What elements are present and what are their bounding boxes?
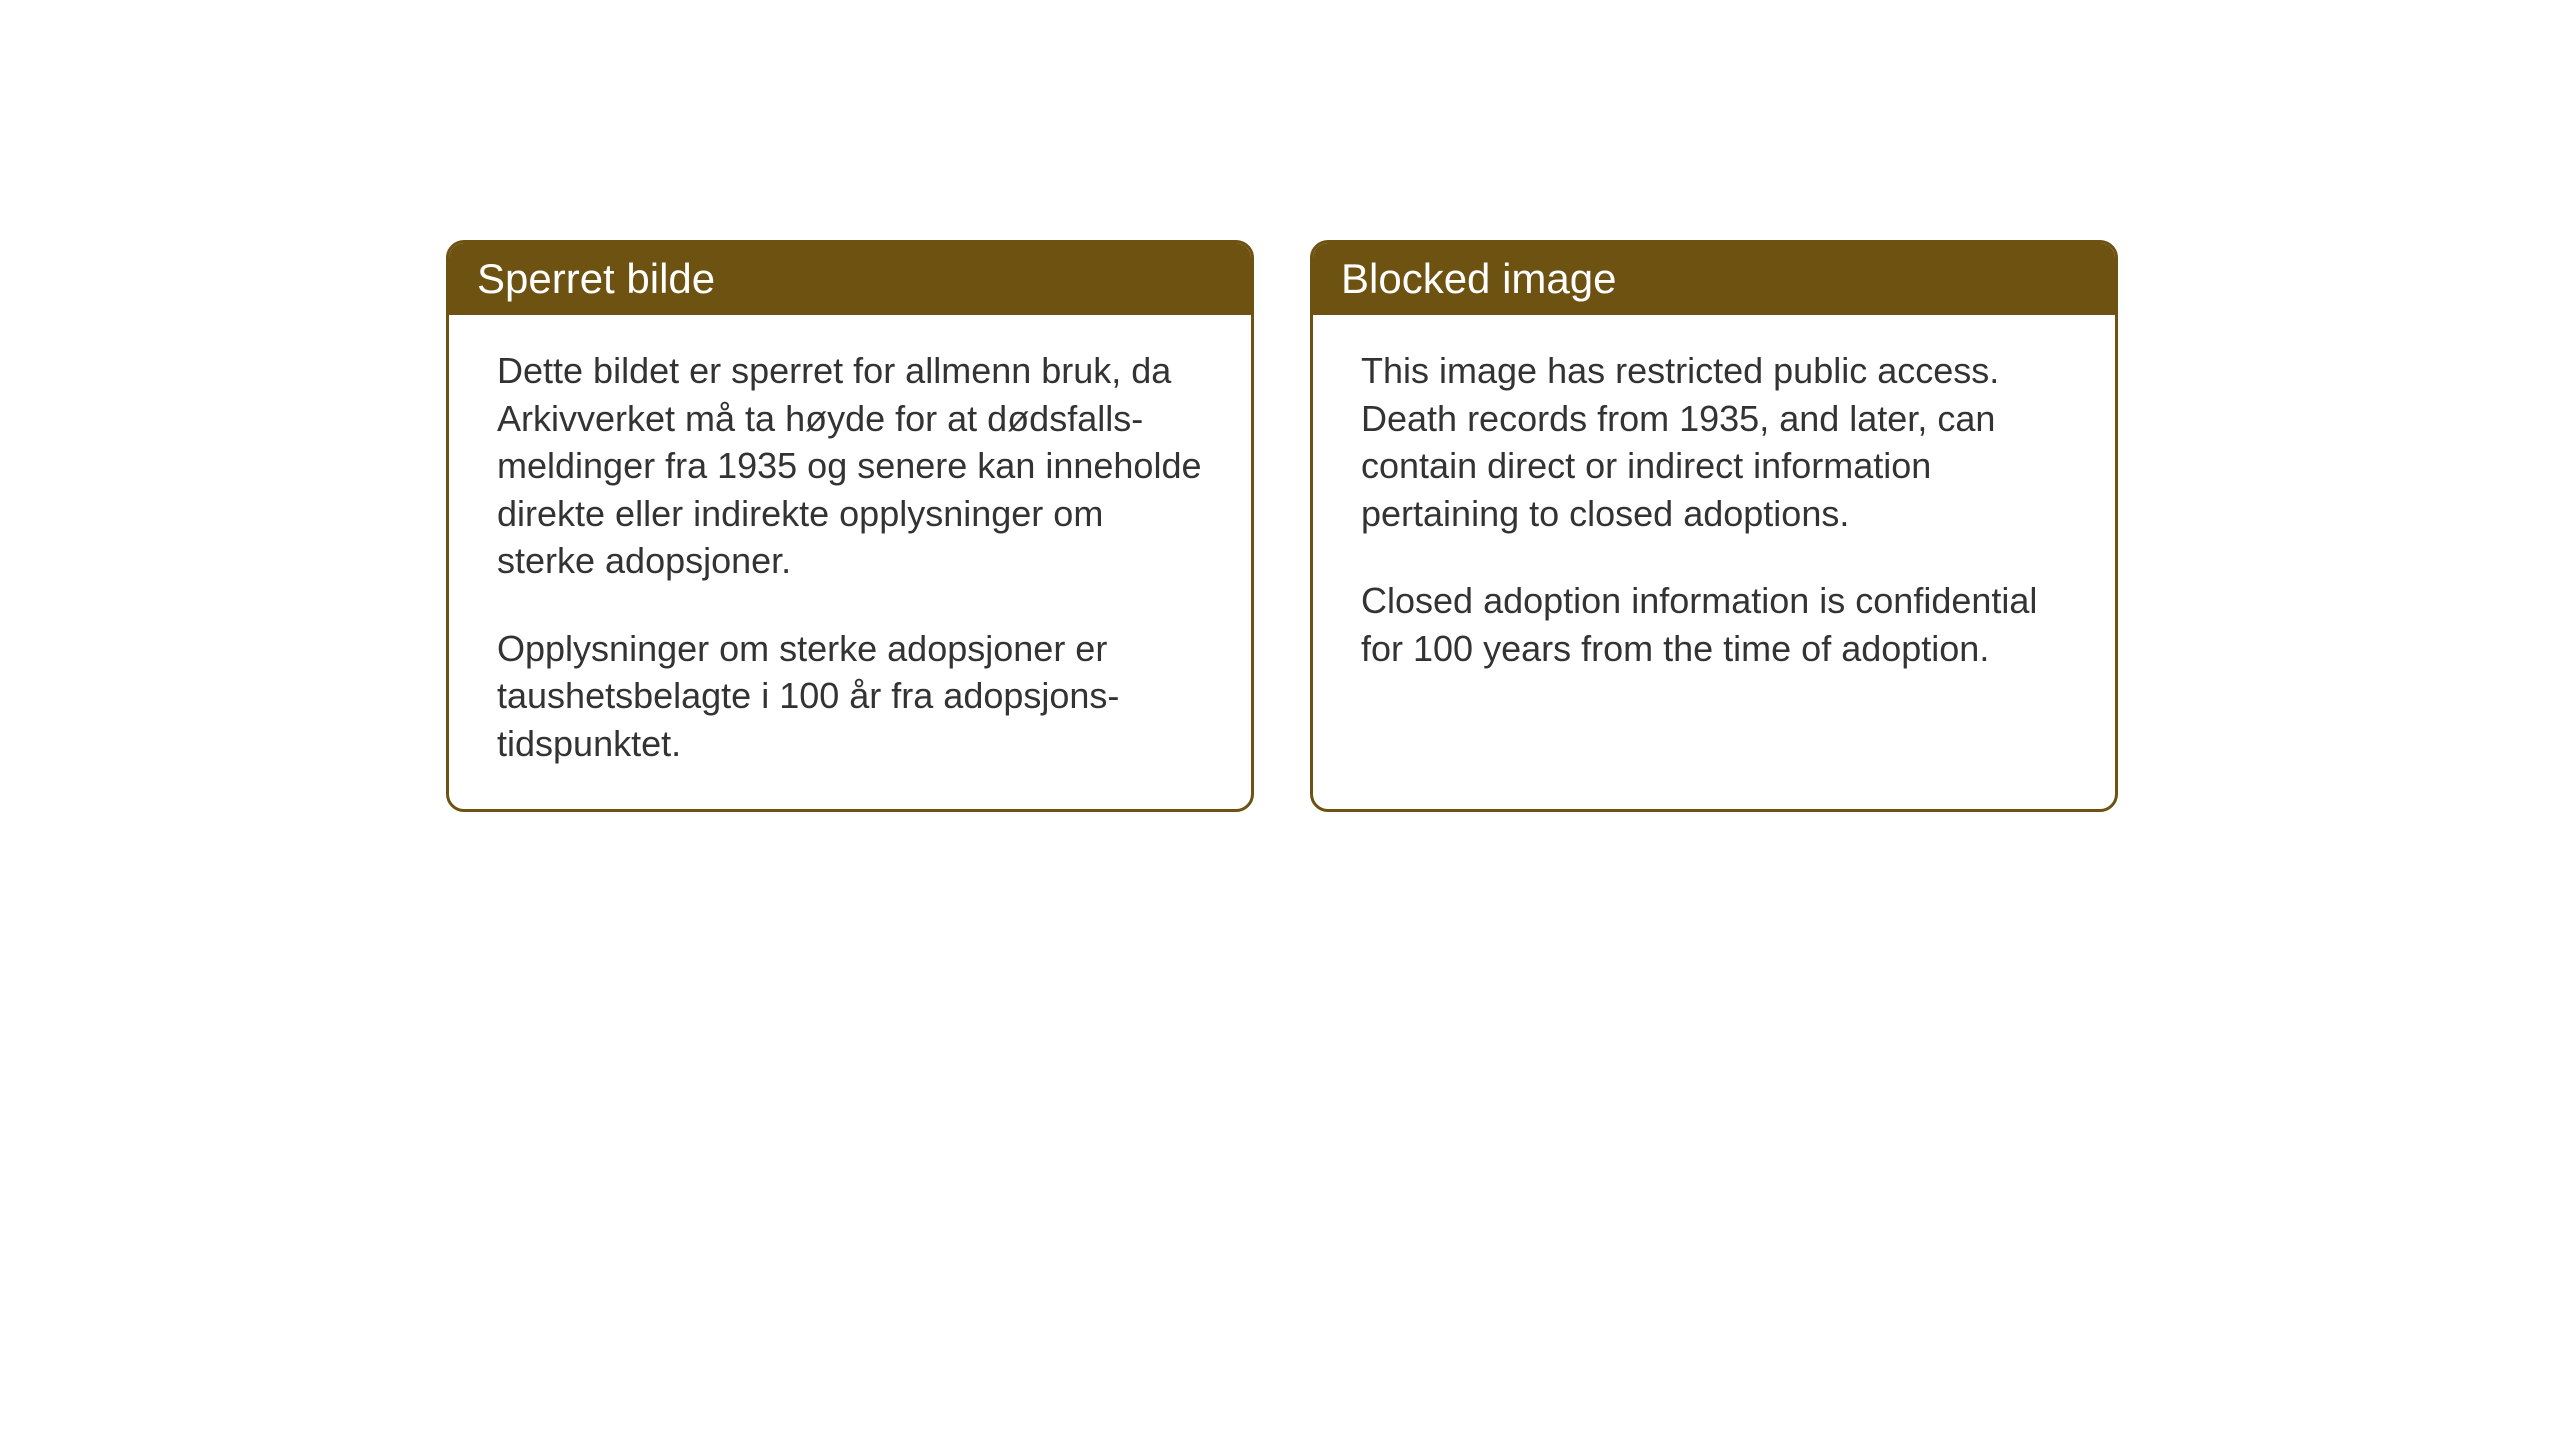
card-paragraph: Dette bildet er sperret for allmenn bruk… <box>497 347 1203 585</box>
card-body-norwegian: Dette bildet er sperret for allmenn bruk… <box>449 315 1251 809</box>
card-paragraph: Closed adoption information is confident… <box>1361 577 2067 672</box>
card-body-english: This image has restricted public access.… <box>1313 315 2115 714</box>
card-title-english: Blocked image <box>1341 255 1616 302</box>
card-norwegian: Sperret bilde Dette bildet er sperret fo… <box>446 240 1254 812</box>
card-paragraph: This image has restricted public access.… <box>1361 347 2067 537</box>
card-title-norwegian: Sperret bilde <box>477 255 715 302</box>
card-header-english: Blocked image <box>1313 243 2115 315</box>
card-english: Blocked image This image has restricted … <box>1310 240 2118 812</box>
card-paragraph: Opplysninger om sterke adopsjoner er tau… <box>497 625 1203 768</box>
card-header-norwegian: Sperret bilde <box>449 243 1251 315</box>
cards-container: Sperret bilde Dette bildet er sperret fo… <box>446 240 2118 812</box>
